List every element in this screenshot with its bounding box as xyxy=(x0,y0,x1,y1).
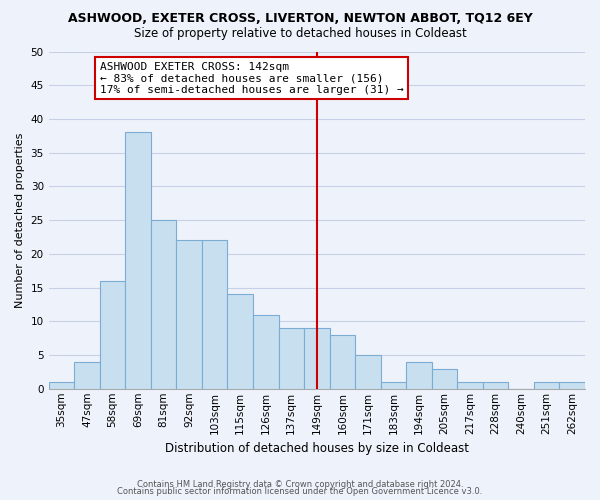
X-axis label: Distribution of detached houses by size in Coldeast: Distribution of detached houses by size … xyxy=(165,442,469,455)
Bar xyxy=(49,382,74,389)
Bar xyxy=(355,355,380,389)
Bar xyxy=(100,281,125,389)
Bar xyxy=(227,294,253,389)
Bar xyxy=(534,382,559,389)
Bar xyxy=(151,220,176,389)
Bar xyxy=(457,382,483,389)
Bar xyxy=(278,328,304,389)
Bar xyxy=(304,328,329,389)
Bar xyxy=(202,240,227,389)
Text: Size of property relative to detached houses in Coldeast: Size of property relative to detached ho… xyxy=(134,28,466,40)
Y-axis label: Number of detached properties: Number of detached properties xyxy=(15,132,25,308)
Bar xyxy=(432,368,457,389)
Bar xyxy=(176,240,202,389)
Text: ASHWOOD EXETER CROSS: 142sqm
← 83% of detached houses are smaller (156)
17% of s: ASHWOOD EXETER CROSS: 142sqm ← 83% of de… xyxy=(100,62,403,95)
Bar xyxy=(329,335,355,389)
Bar xyxy=(380,382,406,389)
Text: ASHWOOD, EXETER CROSS, LIVERTON, NEWTON ABBOT, TQ12 6EY: ASHWOOD, EXETER CROSS, LIVERTON, NEWTON … xyxy=(68,12,532,26)
Text: Contains public sector information licensed under the Open Government Licence v3: Contains public sector information licen… xyxy=(118,488,482,496)
Bar xyxy=(253,314,278,389)
Bar xyxy=(74,362,100,389)
Bar xyxy=(406,362,432,389)
Text: Contains HM Land Registry data © Crown copyright and database right 2024.: Contains HM Land Registry data © Crown c… xyxy=(137,480,463,489)
Bar xyxy=(559,382,585,389)
Bar xyxy=(125,132,151,389)
Bar xyxy=(483,382,508,389)
